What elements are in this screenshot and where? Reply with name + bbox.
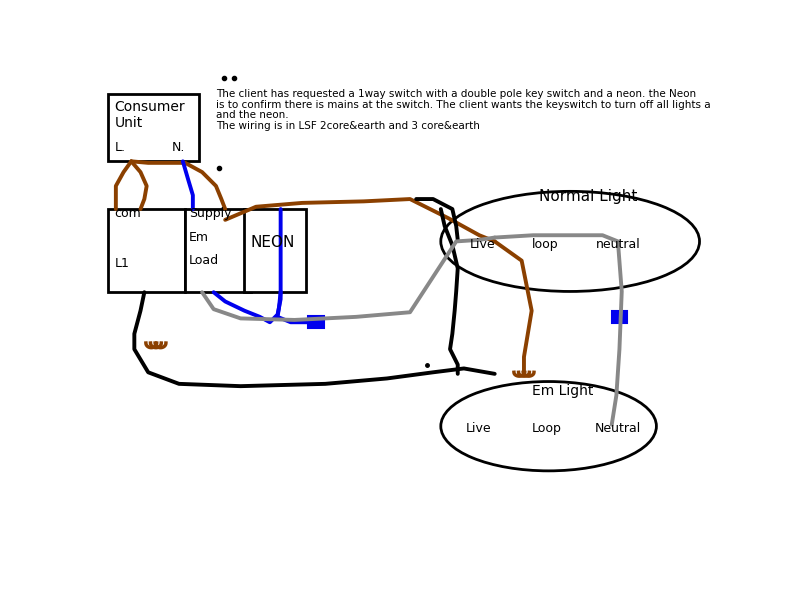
Text: and the neon.: and the neon. [216, 110, 289, 121]
Text: Em: Em [189, 232, 209, 244]
Bar [108, 94, 199, 161]
Text: NEON: NEON [250, 235, 295, 250]
Bar [612, 311, 627, 323]
Text: Loop: Loop [532, 422, 562, 434]
Text: Neutral: Neutral [594, 422, 641, 434]
Text: N.: N. [171, 142, 185, 154]
Text: com: com [114, 207, 141, 220]
Text: is to confirm there is mains at the switch. The client wants the keyswitch to tu: is to confirm there is mains at the swit… [216, 100, 710, 110]
Text: L1: L1 [114, 257, 129, 270]
Text: Em Light: Em Light [532, 385, 593, 398]
Text: Consumer
Unit: Consumer Unit [114, 100, 185, 130]
Text: Normal Light: Normal Light [539, 190, 638, 205]
Bar [245, 209, 306, 292]
Bar [308, 316, 324, 328]
Bar [185, 209, 250, 292]
Text: Supply: Supply [189, 207, 231, 220]
Text: Load: Load [189, 254, 219, 268]
Text: The wiring is in LSF 2core&earth and 3 core&earth: The wiring is in LSF 2core&earth and 3 c… [216, 121, 480, 131]
Text: Live: Live [466, 422, 491, 434]
Text: The client has requested a 1way switch with a double pole key switch and a neon.: The client has requested a 1way switch w… [216, 89, 696, 99]
Text: Live: Live [470, 238, 496, 251]
Text: loop: loop [532, 238, 558, 251]
Text: L.: L. [114, 142, 126, 154]
Text: neutral: neutral [596, 238, 641, 251]
Bar [108, 209, 185, 292]
